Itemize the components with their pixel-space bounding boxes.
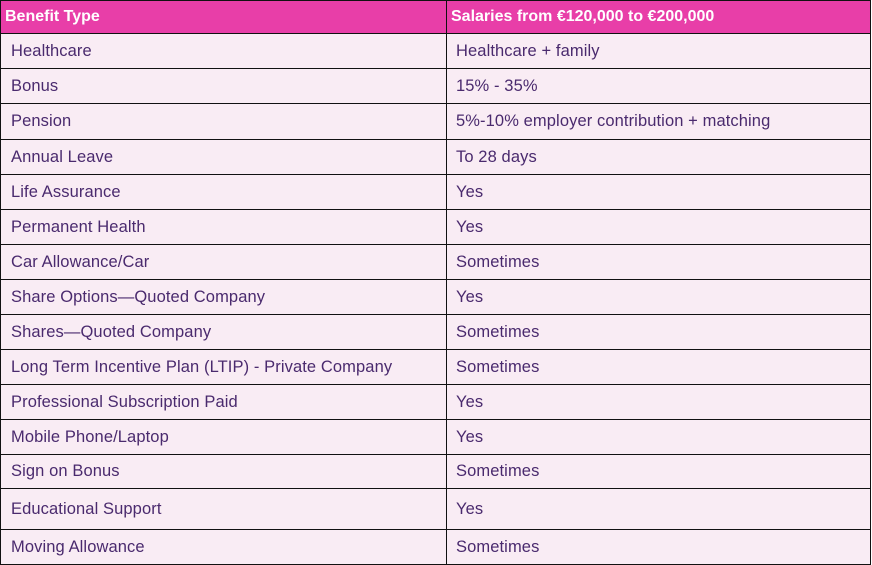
table-row: Professional Subscription Paid Yes xyxy=(0,384,871,420)
table-row: Sign on Bonus Sometimes xyxy=(0,454,871,489)
benefit-type-cell: Sign on Bonus xyxy=(0,454,447,489)
benefit-value-cell: Yes xyxy=(446,384,871,420)
header-benefit-type: Benefit Type xyxy=(0,0,447,34)
table-row: Share Options—Quoted Company Yes xyxy=(0,279,871,315)
benefit-type-cell: Bonus xyxy=(0,68,447,104)
benefit-type-cell: Pension xyxy=(0,103,447,140)
benefit-type-cell: Long Term Incentive Plan (LTIP) - Privat… xyxy=(0,349,447,385)
benefit-value-cell: Yes xyxy=(446,209,871,245)
table-row: Car Allowance/Car Sometimes xyxy=(0,244,871,280)
benefit-value-cell: Yes xyxy=(446,419,871,455)
header-salary-range: Salaries from €120,000 to €200,000 xyxy=(446,0,871,34)
benefit-value-cell: Sometimes xyxy=(446,314,871,350)
benefit-value-cell: Sometimes xyxy=(446,349,871,385)
table-row: Long Term Incentive Plan (LTIP) - Privat… xyxy=(0,349,871,385)
benefit-value-cell: 15% - 35% xyxy=(446,68,871,104)
benefit-type-cell: Educational Support xyxy=(0,488,447,530)
benefit-value-cell: Yes xyxy=(446,174,871,210)
table-row: Permanent Health Yes xyxy=(0,209,871,245)
table-row: Pension 5%-10% employer contribution + ma… xyxy=(0,103,871,140)
table-row: Mobile Phone/Laptop Yes xyxy=(0,419,871,455)
benefit-value-cell: Sometimes xyxy=(446,529,871,565)
benefit-value-cell: Yes xyxy=(446,279,871,315)
benefit-type-cell: Permanent Health xyxy=(0,209,447,245)
benefit-value-cell: 5%-10% employer contribution + matching xyxy=(446,103,871,140)
table-row: Moving Allowance Sometimes xyxy=(0,529,871,565)
benefit-type-cell: Car Allowance/Car xyxy=(0,244,447,280)
table-row: Shares—Quoted Company Sometimes xyxy=(0,314,871,350)
benefit-type-cell: Annual Leave xyxy=(0,139,447,175)
header-row: Benefit Type Salaries from €120,000 to €… xyxy=(0,0,871,34)
table-row: Healthcare Healthcare + family xyxy=(0,33,871,69)
table-body: Healthcare Healthcare + family Bonus 15% - … xyxy=(0,33,871,565)
benefit-type-cell: Life Assurance xyxy=(0,174,447,210)
benefit-type-cell: Mobile Phone/Laptop xyxy=(0,419,447,455)
table-row: Bonus 15% - 35% xyxy=(0,68,871,104)
benefit-value-cell: To 28 days xyxy=(446,139,871,175)
benefit-value-cell: Yes xyxy=(446,488,871,530)
benefit-value-cell: Sometimes xyxy=(446,454,871,489)
benefit-type-cell: Share Options—Quoted Company xyxy=(0,279,447,315)
benefit-type-cell: Healthcare xyxy=(0,33,447,69)
benefit-value-cell: Healthcare + family xyxy=(446,33,871,69)
table-row: Life Assurance Yes xyxy=(0,174,871,210)
table-row: Educational Support Yes xyxy=(0,488,871,530)
table-row: Annual Leave To 28 days xyxy=(0,139,871,175)
benefit-type-cell: Moving Allowance xyxy=(0,529,447,565)
benefit-type-cell: Professional Subscription Paid xyxy=(0,384,447,420)
benefit-value-cell: Sometimes xyxy=(446,244,871,280)
benefit-type-cell: Shares—Quoted Company xyxy=(0,314,447,350)
